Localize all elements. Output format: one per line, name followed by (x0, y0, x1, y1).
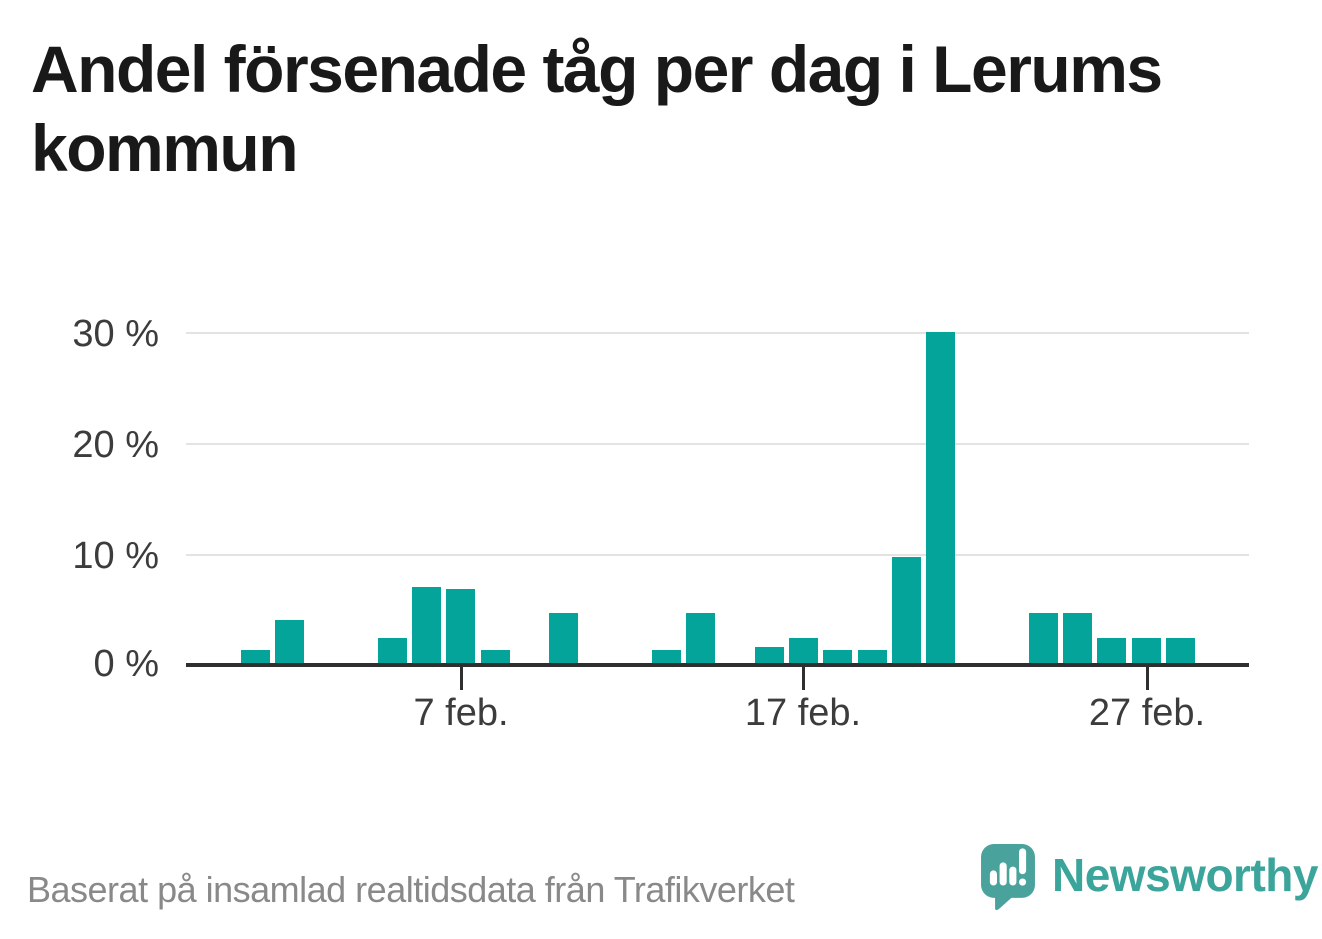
bar-14-feb (686, 613, 715, 663)
bar-21-feb (926, 332, 955, 663)
bar-18-feb (823, 650, 852, 663)
bar-13-feb (652, 650, 681, 663)
bar-5-feb (378, 638, 407, 663)
bar-6-feb (412, 587, 441, 663)
newsworthy-logo: Newsworthy (981, 842, 1318, 913)
x-axis-tick-label-7feb: 7 feb. (413, 692, 509, 734)
bar-17-feb (789, 638, 818, 663)
y-axis-tick-label-10: 10 % (72, 535, 159, 577)
gridline-20-percent (186, 443, 1249, 445)
x-axis-tick-17feb (802, 667, 805, 690)
bar-7-feb (446, 589, 475, 663)
newsworthy-wordmark: Newsworthy (1052, 849, 1318, 901)
bar-16-feb (755, 647, 784, 663)
bar-28-feb (1166, 638, 1195, 663)
bar-24-feb (1029, 613, 1058, 663)
x-axis-tick-7feb (460, 667, 463, 690)
gridline-30-percent (186, 332, 1249, 334)
y-axis-tick-label-30: 30 % (72, 313, 159, 355)
x-axis-tick-label-27feb: 27 feb. (1088, 692, 1206, 734)
bar-2-feb (275, 620, 304, 663)
y-axis-tick-label-0: 0 % (93, 643, 159, 685)
chart-title-line-1: Andel försenade tåg per dag i Lerums (31, 32, 1163, 106)
chart-title: Andel försenade tåg per dag i Lerums kom… (31, 30, 1291, 188)
x-axis-tick-27feb (1146, 667, 1149, 690)
chart-title-line-2: kommun (31, 111, 299, 185)
bar-1-feb (241, 650, 270, 663)
newsworthy-speech-bubble-chart-icon (981, 844, 1035, 911)
bar-27-feb (1132, 638, 1161, 663)
x-axis-baseline (186, 663, 1249, 667)
bar-26-feb (1097, 638, 1126, 663)
gridline-10-percent (186, 554, 1249, 556)
x-axis-tick-label-17feb: 17 feb. (744, 692, 862, 734)
bar-25-feb (1063, 613, 1092, 663)
bar-8-feb (481, 650, 510, 663)
bar-10-feb (549, 613, 578, 663)
y-axis-tick-label-20: 20 % (72, 424, 159, 466)
source-note: Baserat på insamlad realtidsdata från Tr… (27, 869, 795, 910)
bar-20-feb (892, 557, 921, 663)
bar-19-feb (858, 650, 887, 663)
